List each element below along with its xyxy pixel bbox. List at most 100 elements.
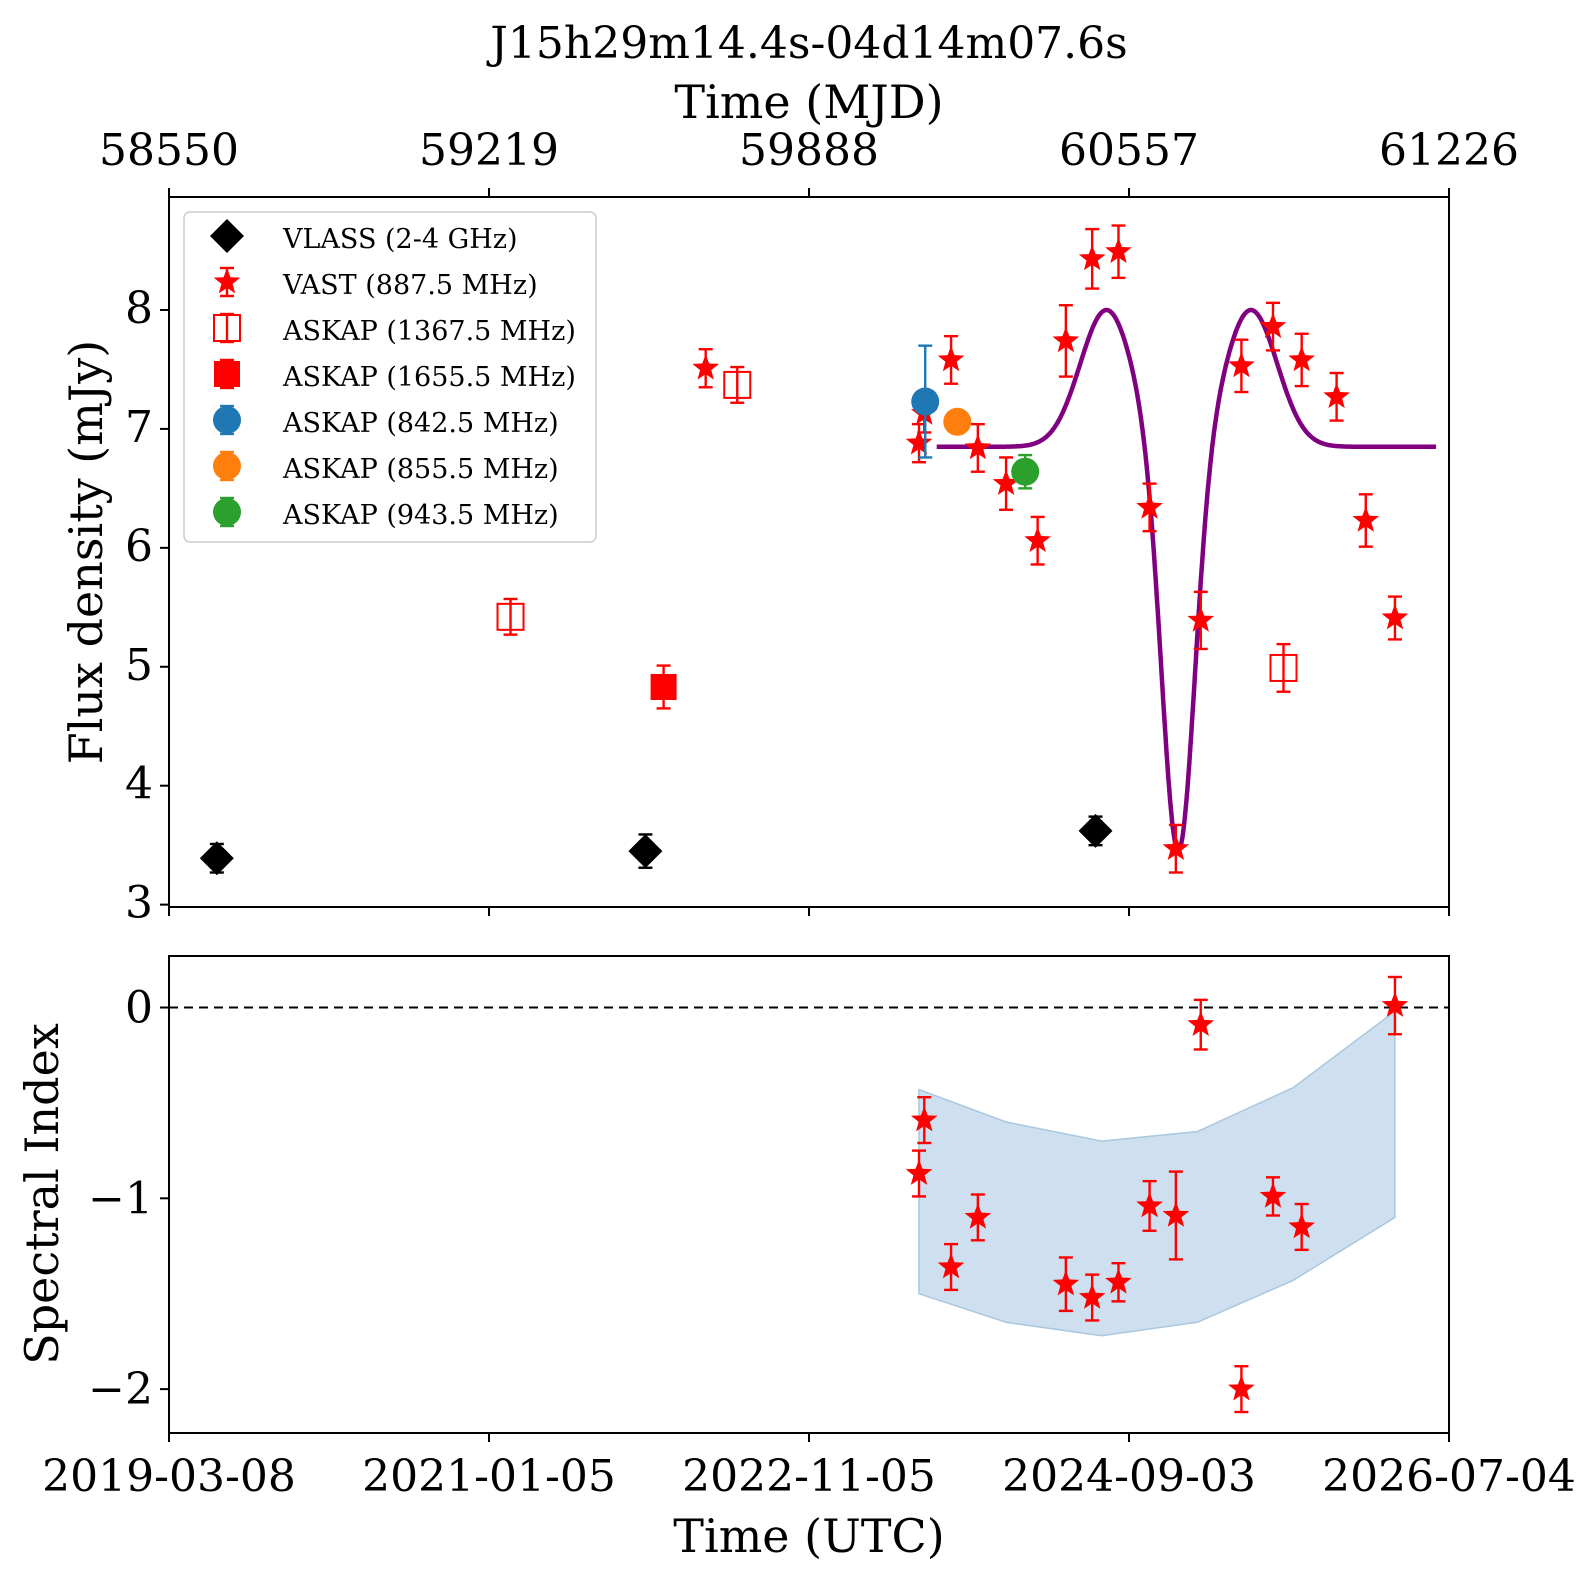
data-point [1078,813,1113,848]
data-point [1323,382,1350,409]
legend-marker-glyph [210,219,244,253]
bottom-y-tick-label: −2 [88,1364,153,1415]
top-y-ticks: 3 4 5 6 7 8 [125,283,169,929]
top-x-tick-label: 59219 [419,125,559,176]
top-x-ticks: 58550 59219 59888 60557 61226 [99,125,1519,916]
data-point [911,387,940,416]
bottom-x-axis-label: Time (UTC) [673,1509,944,1563]
data-point [1162,834,1190,861]
data-point [199,841,234,876]
data-point [496,602,525,631]
top-y-axis-label: Flux density (mJy) [59,340,113,764]
top-x-tick-label: 59888 [739,125,879,176]
data-point [1259,312,1287,338]
spectral-index-point [1136,1191,1163,1218]
data-point [692,354,719,380]
top-y-tick-label: 3 [125,878,153,929]
legend-marker-askap-1655 [214,358,240,390]
top-y-tick-label: 8 [125,283,153,334]
legend-entries: VLASS (2-4 GHz) VAST (887.5 MHz) ASKAP (… [210,219,576,531]
spectral-index-point [1259,1182,1287,1208]
data-point [1269,653,1298,682]
top-x-tick-label: 61226 [1379,125,1519,176]
bottom-y-tick-label: 0 [125,983,153,1034]
legend-marker-askap-855 [213,450,241,482]
spectral-index-point [964,1203,992,1229]
spectral-index-point [1052,1270,1080,1296]
spectral-index-point [1187,1010,1215,1037]
data-point [1228,351,1255,378]
spectral-index-point [1105,1268,1132,1294]
data-point [1352,506,1380,532]
bottom-y-tick-label: −1 [88,1173,153,1224]
top-y-tick-label: 5 [125,640,153,691]
legend-label-askap-943: ASKAP (943.5 MHz) [282,500,559,531]
data-point [1024,526,1051,553]
bottom-data-points [905,975,1409,1414]
spectral-index-point [1381,991,1409,1017]
data-point [905,429,933,455]
legend-label-askap-1655: ASKAP (1655.5 MHz) [282,362,576,393]
spectral-index-point [1288,1212,1315,1239]
spectral-index-band [918,1009,1396,1337]
data-point [1288,345,1315,372]
bottom-x-tick-label: 2026-07-04 [1322,1451,1576,1502]
bottom-x-tick-label: 2022-11-05 [682,1451,936,1502]
spectral-index-point [1078,1283,1106,1309]
top-plot-frame [168,196,1450,908]
data-point [964,433,992,460]
spectral-index-point [910,1106,938,1132]
legend-marker-askap-943 [213,496,241,528]
bottom-x-tick-label: 2021-01-05 [362,1451,616,1502]
bottom-plot-frame [168,955,1450,1434]
legend-box [183,211,597,543]
bottom-y-axis-label: Spectral Index [15,1023,69,1365]
legend-label-askap-842: ASKAP (842.5 MHz) [282,408,559,439]
data-point [1011,457,1040,486]
data-point [628,834,663,869]
legend-marker-askap-1367 [213,312,241,344]
legend-label-askap-855: ASKAP (855.5 MHz) [282,454,559,485]
top-panel: J15h29m14.4s-04d14m07.6s Time (MJD) 5855… [59,18,1519,929]
legend-marker-vlass [210,219,244,253]
data-point [1052,326,1080,353]
data-point [1381,604,1409,630]
data-point [937,345,965,372]
data-point [992,469,1020,495]
data-point [650,673,677,700]
data-point [1105,237,1132,264]
bottom-panel: 0 −1 −2 2019-03-08 2021-01-05 2022-11-05 2024… [15,955,1576,1563]
data-point [723,370,752,399]
model-curve [936,307,1437,853]
data-point [1078,244,1106,271]
bottom-x-ticks: 2019-03-08 2021-01-05 2022-11-05 2024-09-03… [42,1433,1576,1502]
bottom-y-ticks: 0 −1 −2 [88,983,169,1415]
legend-marker-glyph [214,361,240,387]
legend-marker-vast [213,266,241,298]
legend-marker-askap-842 [213,404,241,436]
top-data-points [199,224,1409,876]
data-point [1187,606,1215,632]
bottom-x-tick-label: 2019-03-08 [42,1451,296,1502]
legend-marker-glyph [213,452,241,480]
top-x-axis-label: Time (MJD) [674,75,943,129]
bottom-x-tick-label: 2024-09-03 [1002,1451,1256,1502]
model-curve-layer [936,307,1437,853]
spectral-index-point [937,1253,965,1279]
top-y-tick-label: 7 [125,402,153,453]
legend-marker-glyph [213,268,241,294]
spectral-index-band-layer [918,1009,1396,1337]
chart-title: J15h29m14.4s-04d14m07.6s [486,18,1128,69]
legend-label-vlass: VLASS (2-4 GHz) [282,224,518,255]
top-x-tick-label: 58550 [99,125,239,176]
top-y-tick-label: 6 [125,521,153,572]
legend-label-askap-1367: ASKAP (1367.5 MHz) [282,316,576,347]
data-point [943,407,972,436]
spectral-index-point [1228,1375,1255,1401]
legend-marker-glyph [213,314,241,342]
top-x-tick-label: 60557 [1059,125,1199,176]
spectral-index-point [1162,1201,1190,1227]
legend: VLASS (2-4 GHz) VAST (887.5 MHz) ASKAP (… [183,211,597,543]
legend-label-vast: VAST (887.5 MHz) [282,270,538,301]
